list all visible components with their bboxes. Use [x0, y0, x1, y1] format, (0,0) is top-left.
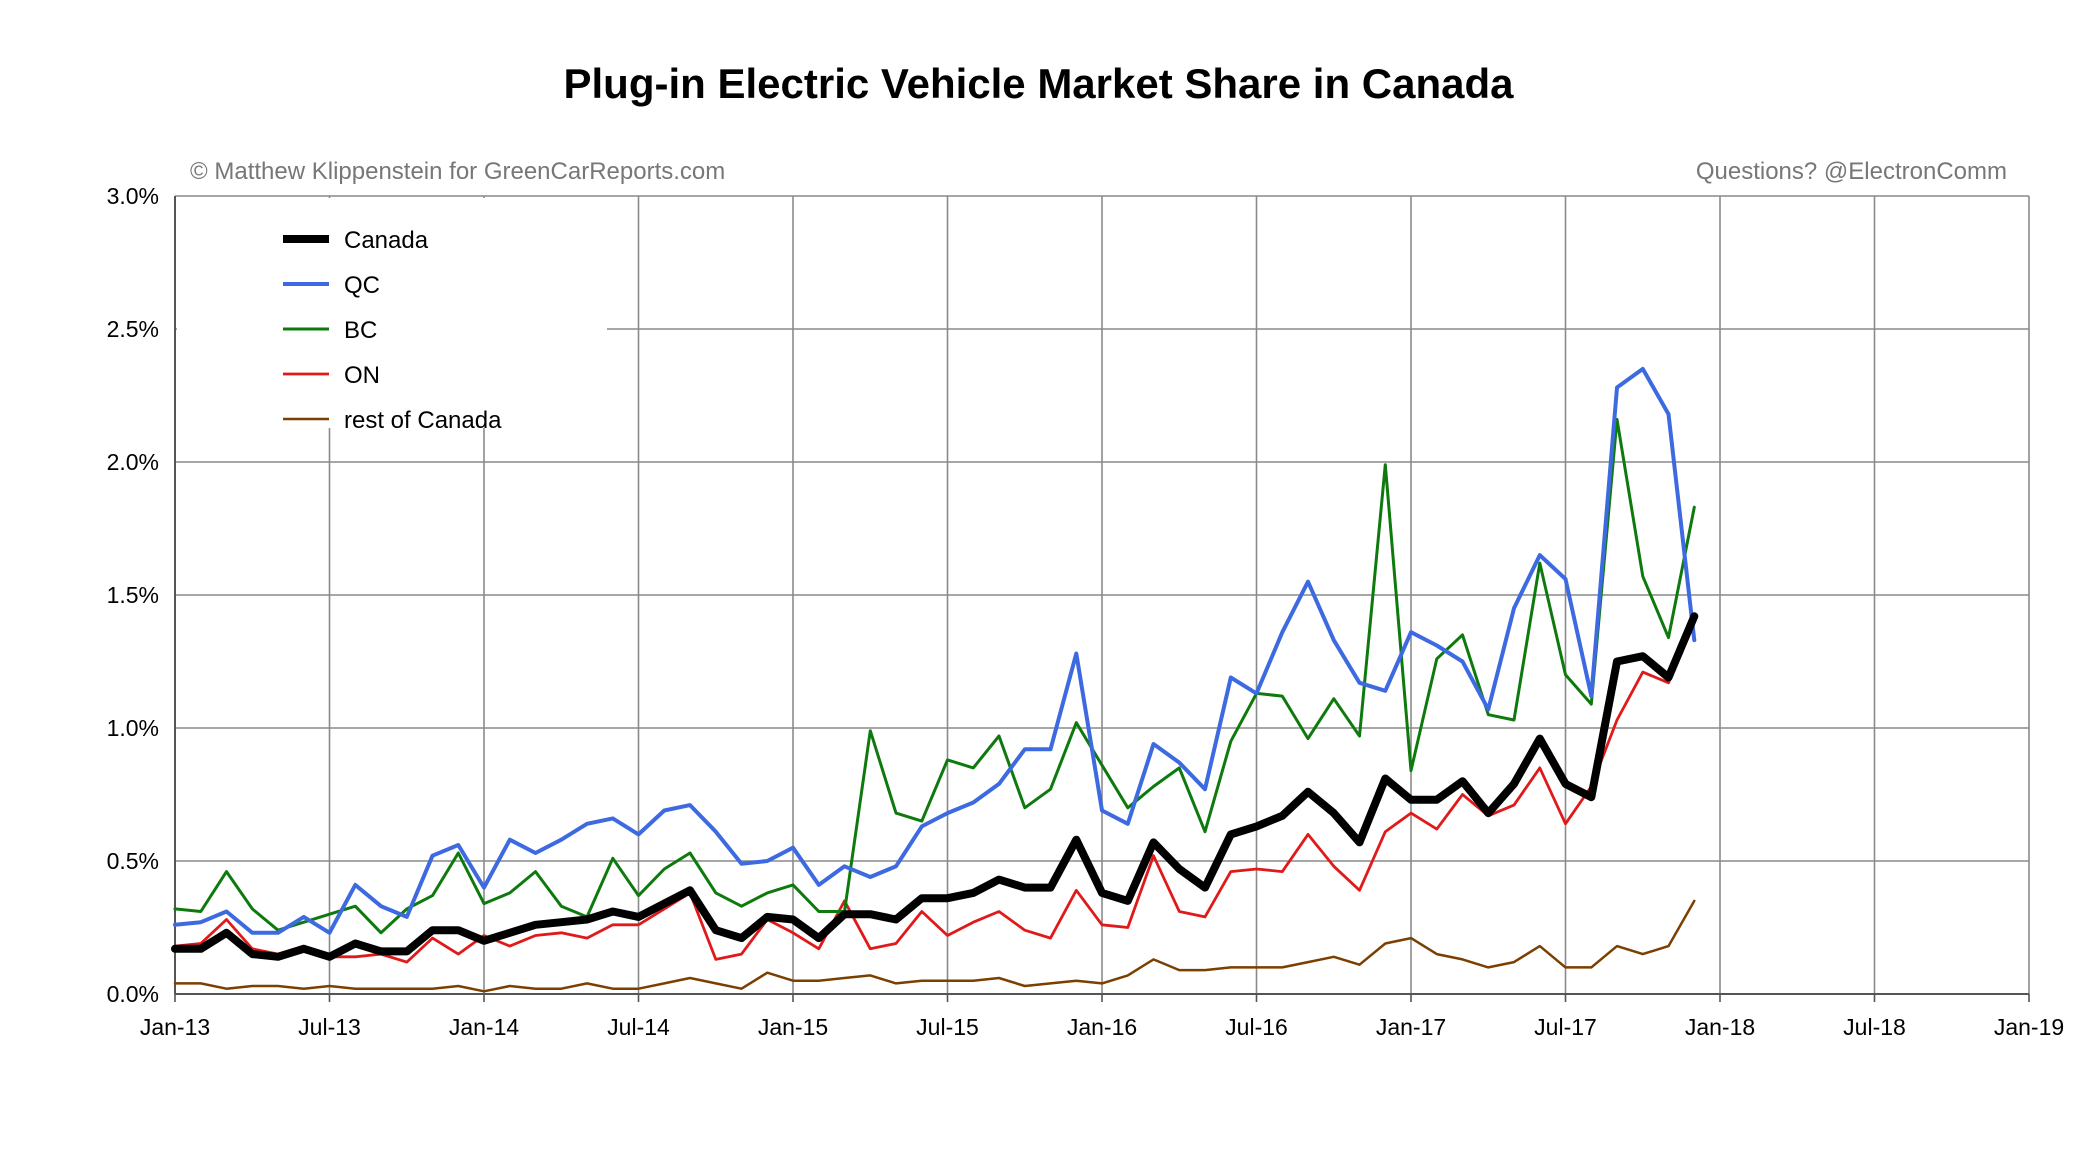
y-tick-label: 0.5% — [107, 848, 159, 874]
x-tick-label: Jan-18 — [1685, 1014, 1755, 1040]
legend-label: rest of Canada — [344, 407, 502, 434]
x-tick-label: Jul-15 — [916, 1014, 979, 1040]
x-tick-label: Jul-16 — [1225, 1014, 1288, 1040]
x-tick-label: Jan-16 — [1067, 1014, 1137, 1040]
y-tick-label: 3.0% — [107, 183, 159, 209]
chart-title: Plug-in Electric Vehicle Market Share in… — [563, 60, 1514, 107]
y-tick-label: 1.5% — [107, 582, 159, 608]
series-line-bc — [173, 417, 1696, 935]
y-tick-label: 2.5% — [107, 316, 159, 342]
series-line-qc — [173, 366, 1697, 935]
x-tick-label: Jan-19 — [1994, 1014, 2064, 1040]
legend: Canada QC BC ON rest of Canada — [177, 198, 607, 434]
legend-label: BC — [344, 317, 377, 344]
legend-label: Canada — [344, 227, 429, 254]
grid — [174, 195, 2030, 995]
legend-box — [177, 198, 607, 428]
credit-contact: Questions? @ElectronComm — [1695, 158, 2007, 185]
series-line-rest-of-canada — [173, 899, 1696, 993]
y-tick-label: 2.0% — [107, 449, 159, 475]
x-tick-label: Jan-14 — [449, 1014, 520, 1040]
series-line-on — [173, 617, 1696, 964]
x-tick-label: Jul-14 — [607, 1014, 670, 1040]
legend-label: ON — [344, 362, 380, 389]
y-tick-label: 0.0% — [107, 981, 159, 1007]
x-tick-label: Jul-18 — [1843, 1014, 1906, 1040]
x-tick-label: Jan-17 — [1376, 1014, 1446, 1040]
y-tick-label: 1.0% — [107, 715, 159, 741]
credit-author: © Matthew Klippenstein for GreenCarRepor… — [190, 158, 726, 185]
legend-label: QC — [344, 272, 380, 299]
x-tick-label: Jul-13 — [298, 1014, 361, 1040]
x-tick-label: Jan-15 — [758, 1014, 828, 1040]
series-line-canada — [171, 612, 1699, 961]
x-tick-label: Jul-17 — [1534, 1014, 1597, 1040]
series-lines — [171, 366, 1699, 993]
x-tick-label: Jan-13 — [140, 1014, 210, 1040]
axes: 0.0% 0.5% 1.0% 1.5% 2.0% 2.5% 3.0% Jan-13 Jul-13… — [107, 183, 2065, 1040]
